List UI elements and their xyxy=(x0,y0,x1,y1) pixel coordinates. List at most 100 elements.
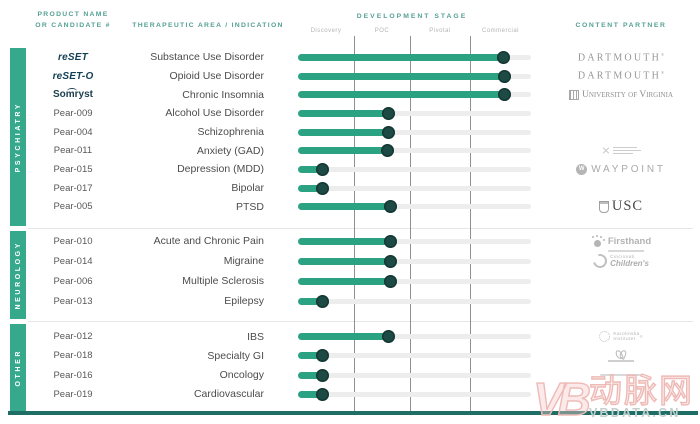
stage-column-header: DEVELOPMENT STAGE xyxy=(356,13,468,20)
pipeline-row: Pear-018 Specialty GI xyxy=(0,346,700,365)
bar-fill xyxy=(298,352,323,360)
content-partner xyxy=(548,104,694,123)
content-partner: Karolinska Institutet ® xyxy=(548,327,694,346)
indication-label: PTSD xyxy=(235,200,264,213)
pipeline-row: Pear-004 Schizophrenia xyxy=(0,123,700,142)
cincinnati-top-text: Cincinnati xyxy=(610,254,635,259)
indication-label: Bipolar xyxy=(231,182,264,195)
logo-text-line xyxy=(608,359,634,362)
bar-endpoint-dot xyxy=(315,181,329,195)
indication-label: Migraine xyxy=(223,255,264,267)
stage-label-commercial: Commercial xyxy=(481,28,519,34)
content-partner xyxy=(548,346,694,365)
indication-label: Substance Use Disorder xyxy=(150,51,264,64)
karolinska-text-line: Karolinska xyxy=(613,331,640,337)
bar-fill xyxy=(298,128,389,136)
product-wordmark: reSET-O xyxy=(52,70,94,82)
bar-fill xyxy=(298,53,504,61)
pipeline-row: Pear-017 Bipolar xyxy=(0,179,700,198)
bar-track xyxy=(298,166,531,172)
logo-text-line xyxy=(612,146,637,149)
sprout-logo xyxy=(608,350,634,362)
product-column-header: PRODUCT NAME OR CANDIDATE # xyxy=(28,10,118,31)
bar-endpoint-dot xyxy=(315,162,329,176)
content-partner xyxy=(548,366,694,385)
bar-endpoint-dot xyxy=(383,200,397,214)
dartmouth-wordmark: DARTMOUTH® xyxy=(577,51,665,63)
stage-label-discovery: Discovery xyxy=(310,28,342,34)
bar-fill xyxy=(298,257,391,265)
product-name: Somryst xyxy=(30,85,116,104)
product-name: Pear-013 xyxy=(53,295,93,307)
stage-progress-bar xyxy=(298,291,531,311)
bar-track xyxy=(298,372,531,378)
product-wordmark: reSET xyxy=(58,51,88,63)
indication-label: Epilepsy xyxy=(224,295,264,307)
content-partner: DARTMOUTH® xyxy=(548,67,694,86)
indication-label: Schizophrenia xyxy=(197,126,264,139)
product-name: Pear-005 xyxy=(53,201,93,213)
bar-track xyxy=(298,298,531,304)
indication-label: IBS xyxy=(247,330,264,343)
bar-fill xyxy=(298,371,323,379)
stage-divider-line xyxy=(354,36,355,411)
registered-mark: ® xyxy=(661,51,665,57)
pipeline-row: Pear-012 IBS Karolinska Institutet ® xyxy=(0,327,700,346)
bar-fill xyxy=(298,333,389,341)
section-other: OTHER Pear-012 IBS Karolinska Institutet ®… xyxy=(0,324,700,411)
stage-progress-bar xyxy=(298,385,531,404)
stage-label-poc: POC xyxy=(374,28,390,34)
stage-progress-bar xyxy=(298,123,531,142)
pipeline-row: Pear-010 Acute and Chronic Pain Firsthan… xyxy=(0,231,700,252)
product-name: Pear-017 xyxy=(53,182,93,194)
content-partner xyxy=(548,291,694,311)
bar-fill xyxy=(298,72,505,80)
bottom-rule xyxy=(8,411,698,415)
pipeline-row: Pear-005 PTSD USC xyxy=(0,197,700,216)
section-rows: Pear-012 IBS Karolinska Institutet ® Pear-… xyxy=(0,324,700,411)
stage-progress-bar xyxy=(298,231,531,251)
product-name: Pear-019 xyxy=(53,388,93,400)
bar-endpoint-dot xyxy=(382,106,396,120)
micro-logo-lines xyxy=(612,145,641,156)
product-name: Pear-015 xyxy=(53,163,93,175)
partner-column-header: CONTENT PARTNER xyxy=(575,22,667,29)
bar-endpoint-dot xyxy=(382,125,396,139)
indication-label: Multiple Sclerosis xyxy=(182,275,264,287)
content-partner xyxy=(548,179,694,198)
firsthand-tagline-line xyxy=(607,249,644,252)
bar-endpoint-dot xyxy=(315,368,329,382)
bar-track xyxy=(298,238,531,244)
bar-fill xyxy=(298,91,505,99)
bar-track xyxy=(298,391,531,397)
product-name: reSET xyxy=(30,48,116,67)
cincinnati-wordmark: Cincinnati Children's xyxy=(610,254,649,268)
bar-track xyxy=(298,334,531,340)
registered-mark: ® xyxy=(639,334,643,340)
pipeline-row: Pear-006 Multiple Sclerosis xyxy=(0,271,700,291)
bar-endpoint-dot xyxy=(315,294,329,308)
product-name: Pear-018 xyxy=(53,350,93,362)
product-wordmark: Somryst xyxy=(52,88,93,101)
stage-progress-bar xyxy=(298,251,531,271)
indication-label: Oncology xyxy=(219,369,264,382)
stage-divider-line xyxy=(470,36,471,411)
bar-endpoint-dot xyxy=(383,254,397,268)
content-partner: W WAYPOINT xyxy=(548,160,694,179)
product-name: Pear-012 xyxy=(53,331,93,343)
bar-track xyxy=(298,129,531,135)
swirl-icon xyxy=(590,251,610,271)
section-divider xyxy=(28,228,693,229)
pipeline-row: Pear-011 Anxiety (GAD) xyxy=(0,141,700,160)
bar-track xyxy=(298,204,531,210)
section-sidebar: PSYCHIATRY xyxy=(10,48,26,226)
bar-track xyxy=(298,258,531,264)
pipeline-row: Pear-019 Cardiovascular xyxy=(0,385,700,404)
pipeline-row: Somryst Chronic Insomnia University of V… xyxy=(0,85,700,104)
product-name: reSET-O xyxy=(30,67,116,86)
section-sidebar: NEUROLOGY xyxy=(10,231,26,319)
indication-label: Cardiovascular xyxy=(193,388,264,401)
indication-column-header: THERAPEUTIC AREA / INDICATION xyxy=(132,22,284,29)
content-partner: Cincinnati Children's xyxy=(548,251,694,271)
stage-progress-bar xyxy=(298,197,531,216)
